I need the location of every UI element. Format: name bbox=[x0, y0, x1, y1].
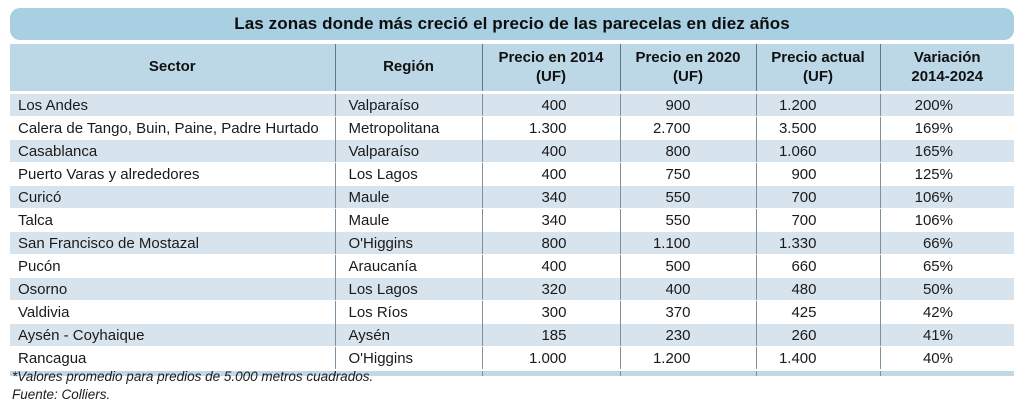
cell-sector: Los Andes bbox=[10, 92, 336, 117]
cell-precio-2014: 400 bbox=[482, 254, 621, 278]
cell-sector: Calera de Tango, Buin, Paine, Padre Hurt… bbox=[10, 116, 336, 140]
cell-precio-actual: 660 bbox=[756, 254, 881, 278]
table-row: Valdivia Los Ríos 300 370 425 42% bbox=[10, 300, 1014, 324]
table-row: Rancagua O'Higgins 1.000 1.200 1.400 40% bbox=[10, 346, 1014, 370]
cell-variacion: 106% bbox=[880, 185, 1014, 209]
table-bottom-strip bbox=[10, 369, 1014, 376]
cell-precio-2020: 800 bbox=[620, 139, 757, 163]
cell-variacion: 125% bbox=[914, 165, 953, 183]
col-header-precio-2020: Precio en 2020 (UF) bbox=[620, 44, 757, 94]
cell-region: Los Ríos bbox=[335, 300, 483, 324]
cell-precio-actual: 900 bbox=[756, 162, 881, 186]
cell-precio-2020: 400 bbox=[620, 277, 757, 301]
cell-region: Maule bbox=[335, 208, 483, 232]
cell-precio-2020: 230 bbox=[620, 323, 757, 347]
title-bar: Las zonas donde más creció el precio de … bbox=[10, 8, 1014, 40]
table-row: Puerto Varas y alrededores Los Lagos 400… bbox=[10, 162, 1014, 186]
cell-precio-2014: 300 bbox=[482, 300, 621, 324]
cell-precio-actual: 700 bbox=[756, 185, 881, 209]
cell-precio-2020: 1.200 bbox=[620, 346, 757, 370]
cell-precio-actual: 700 bbox=[756, 208, 881, 232]
cell-sector: Curicó bbox=[10, 185, 336, 209]
cell-sector: San Francisco de Mostazal bbox=[10, 231, 336, 255]
table-row: Talca Maule 340 550 700 106% bbox=[10, 208, 1014, 232]
cell-variacion: 200% bbox=[880, 92, 1014, 117]
cell-region: O'Higgins bbox=[335, 346, 483, 370]
table-row: Casablanca Valparaíso 400 800 1.060 165% bbox=[10, 139, 1014, 163]
cell-region: Aysén bbox=[335, 323, 483, 347]
cell-sector: Valdivia bbox=[10, 300, 336, 324]
cell-region: Valparaíso bbox=[335, 139, 483, 163]
col-header-sector: Sector bbox=[10, 44, 336, 94]
cell-precio-2014: 320 bbox=[482, 277, 621, 301]
header-row: Sector Región Precio en 2014 (UF) Precio… bbox=[10, 44, 1014, 94]
cell-precio-2014: 340 bbox=[482, 208, 621, 232]
cell-sector: Puerto Varas y alrededores bbox=[10, 162, 336, 186]
cell-precio-actual: 3.500 bbox=[756, 116, 881, 140]
cell-variacion: 50% bbox=[880, 277, 1014, 301]
col-header-precio-actual: Precio actual (UF) bbox=[756, 44, 881, 94]
table-row: Los Andes Valparaíso 400 900 1.200 200% bbox=[10, 92, 1014, 117]
cell-region: O'Higgins bbox=[335, 231, 483, 255]
footnotes: *Valores promedio para predios de 5.000 … bbox=[12, 368, 373, 404]
cell-precio-2020: 550 bbox=[620, 185, 757, 209]
table-row: Curicó Maule 340 550 700 106% bbox=[10, 185, 1014, 209]
cell-region: Los Lagos bbox=[335, 277, 483, 301]
cell-region: Araucanía bbox=[335, 254, 483, 278]
page-title: Las zonas donde más creció el precio de … bbox=[234, 14, 790, 33]
cell-variacion: 42% bbox=[922, 303, 953, 321]
table-row: San Francisco de Mostazal O'Higgins 800 … bbox=[10, 231, 1014, 255]
cell-sector: Rancagua bbox=[10, 346, 336, 370]
cell-variacion: 165% bbox=[880, 139, 1014, 163]
cell-region: Metropolitana bbox=[335, 116, 483, 140]
cell-precio-2020: 1.100 bbox=[620, 231, 757, 255]
cell-variacion: 66% bbox=[880, 231, 1014, 255]
cell-precio-2020: 370 bbox=[620, 300, 757, 324]
cell-variacion: 106% bbox=[914, 211, 953, 229]
cell-precio-actual: 425 bbox=[756, 300, 881, 324]
table-row: Osorno Los Lagos 320 400 480 50% bbox=[10, 277, 1014, 301]
cell-precio-actual: 480 bbox=[756, 277, 881, 301]
cell-variacion: 40% bbox=[922, 349, 953, 367]
footnote-values: *Valores promedio para predios de 5.000 … bbox=[12, 369, 374, 384]
cell-variacion: 41% bbox=[880, 323, 1014, 347]
cell-precio-2014: 400 bbox=[482, 139, 621, 163]
cell-variacion: 65% bbox=[922, 257, 953, 275]
cell-precio-2014: 340 bbox=[482, 185, 621, 209]
cell-precio-actual: 1.400 bbox=[756, 346, 881, 370]
cell-precio-2020: 500 bbox=[620, 254, 757, 278]
cell-sector: Osorno bbox=[10, 277, 336, 301]
cell-precio-2020: 2.700 bbox=[620, 116, 757, 140]
cell-precio-2014: 1.000 bbox=[482, 346, 621, 370]
col-header-region: Región bbox=[335, 44, 483, 94]
cell-sector: Aysén - Coyhaique bbox=[10, 323, 336, 347]
col-header-variacion: Variación 2014-2024 bbox=[880, 44, 1014, 94]
cell-precio-2014: 400 bbox=[482, 162, 621, 186]
cell-precio-2020: 550 bbox=[620, 208, 757, 232]
cell-precio-actual: 1.200 bbox=[756, 92, 881, 117]
cell-precio-2014: 800 bbox=[482, 231, 621, 255]
table-row: Calera de Tango, Buin, Paine, Padre Hurt… bbox=[10, 116, 1014, 140]
table-row: Aysén - Coyhaique Aysén 185 230 260 41% bbox=[10, 323, 1014, 347]
cell-sector: Talca bbox=[10, 208, 336, 232]
cell-precio-2014: 1.300 bbox=[482, 116, 621, 140]
table-row: Pucón Araucanía 400 500 660 65% bbox=[10, 254, 1014, 278]
cell-sector: Pucón bbox=[10, 254, 336, 278]
price-table: Sector Región Precio en 2014 (UF) Precio… bbox=[10, 44, 1014, 376]
cell-region: Maule bbox=[335, 185, 483, 209]
cell-precio-actual: 1.060 bbox=[756, 139, 881, 163]
cell-precio-2014: 185 bbox=[482, 323, 621, 347]
cell-variacion: 169% bbox=[914, 119, 953, 137]
cell-region: Valparaíso bbox=[335, 92, 483, 117]
cell-precio-actual: 260 bbox=[756, 323, 881, 347]
cell-sector: Casablanca bbox=[10, 139, 336, 163]
cell-precio-actual: 1.330 bbox=[756, 231, 881, 255]
cell-region: Los Lagos bbox=[335, 162, 483, 186]
cell-precio-2020: 750 bbox=[620, 162, 757, 186]
col-header-precio-2014: Precio en 2014 (UF) bbox=[482, 44, 621, 94]
cell-precio-2014: 400 bbox=[482, 92, 621, 117]
cell-precio-2020: 900 bbox=[620, 92, 757, 117]
footnote-source: Fuente: Colliers. bbox=[12, 387, 111, 403]
